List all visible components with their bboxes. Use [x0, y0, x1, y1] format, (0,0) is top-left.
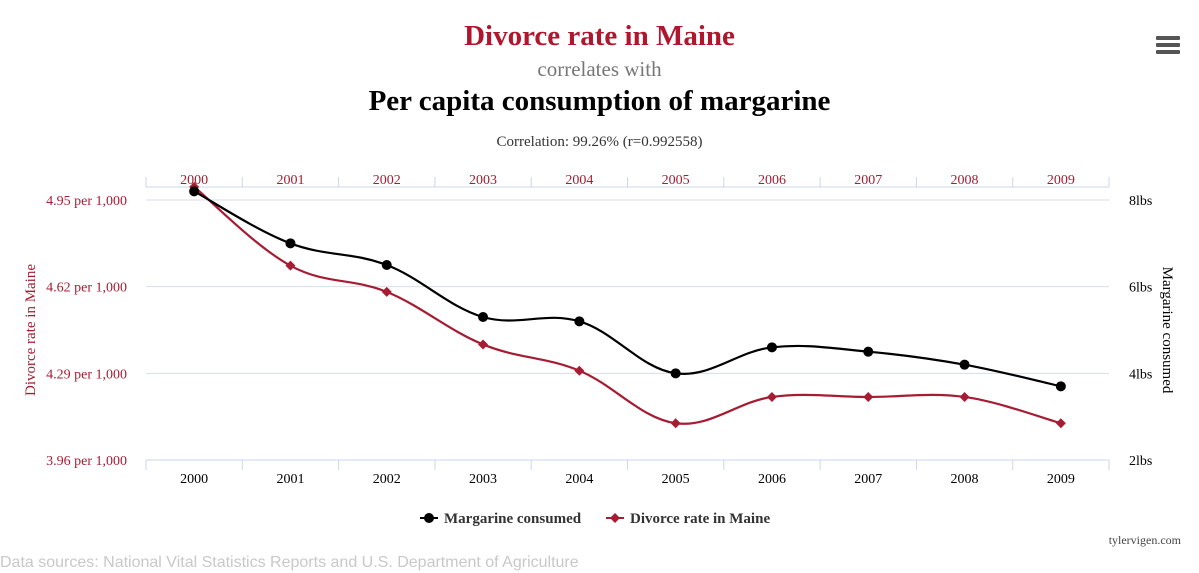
legend-label: Margarine consumed [444, 511, 582, 527]
margarine-data-point [766, 342, 777, 353]
margarine-data-point [959, 359, 970, 370]
axes: 2000 2000 2001 2001 2002 2002 2003 2003 2004 2004… [23, 173, 1175, 487]
left-y-tick-label: 3.96 per 1,000 [46, 454, 127, 469]
right-axis-title: Margarine consumed [1159, 267, 1175, 394]
correlation-text: Correlation: 99.26% (r=0.992558) [496, 134, 703, 150]
legend-item-margarine[interactable]: Margarine consumed [420, 511, 582, 527]
site-credit: tylervigen.com [1108, 533, 1181, 547]
divorce-data-point [1055, 418, 1066, 429]
series-layer [189, 181, 1066, 429]
divorce-data-point [381, 286, 392, 297]
bottom-x-tick-label: 2000 [180, 472, 208, 487]
bottom-x-tick-label: 2003 [469, 472, 497, 487]
bottom-x-tick-label: 2001 [276, 472, 304, 487]
bottom-x-tick-label: 2007 [854, 472, 882, 487]
top-x-tick-label: 2005 [662, 173, 690, 188]
margarine-data-point [574, 316, 585, 327]
grid-lines [146, 199, 1109, 374]
legend-marker [424, 513, 434, 523]
chart-connector-text: correlates with [537, 57, 662, 81]
right-y-tick-label: 8lbs [1129, 194, 1152, 209]
left-y-tick-label: 4.62 per 1,000 [46, 281, 127, 296]
top-x-tick-label: 2004 [565, 173, 593, 188]
top-x-tick-label: 2000 [180, 173, 208, 188]
margarine-data-point [189, 186, 200, 197]
margarine-data-point [863, 346, 874, 357]
bottom-x-tick-label: 2008 [951, 472, 979, 487]
divorce-data-point [670, 418, 681, 429]
left-y-tick-label: 4.95 per 1,000 [46, 194, 127, 209]
legend-label: Divorce rate in Maine [630, 511, 770, 527]
divorce-data-point [574, 365, 585, 376]
top-x-tick-label: 2002 [373, 173, 401, 188]
divorce-data-point [766, 391, 777, 402]
margarine-data-point [285, 238, 296, 249]
chart-title: Divorce rate in Maine [464, 20, 735, 52]
legend-item-divorce[interactable]: Divorce rate in Maine [606, 511, 770, 527]
divorce-data-point [285, 260, 296, 271]
margarine-series-line [193, 190, 1062, 388]
bottom-x-tick-label: 2009 [1047, 472, 1075, 487]
margarine-data-point [1055, 381, 1066, 392]
top-x-tick-label: 2003 [469, 173, 497, 188]
divorce-series [189, 181, 1066, 429]
bottom-x-tick-label: 2002 [373, 472, 401, 487]
divorce-data-point [863, 391, 874, 402]
top-x-tick-label: 2009 [1047, 173, 1075, 188]
right-y-tick-label: 4lbs [1129, 367, 1152, 382]
margarine-series [189, 186, 1066, 392]
right-y-tick-label: 2lbs [1129, 454, 1152, 469]
top-x-tick-label: 2007 [854, 173, 882, 188]
margarine-data-point [381, 260, 392, 270]
bottom-x-tick-label: 2005 [662, 472, 690, 487]
chart-subtitle: Per capita consumption of margarine [368, 85, 831, 117]
left-axis-title: Divorce rate in Maine [23, 264, 39, 396]
right-y-tick-label: 6lbs [1129, 281, 1152, 296]
data-sources-text: Data sources: National Vital Statistics … [0, 554, 579, 571]
bottom-x-tick-label: 2006 [758, 472, 786, 487]
divorce-data-point [478, 339, 489, 350]
top-x-tick-label: 2006 [758, 173, 786, 188]
legend-marker [610, 513, 620, 523]
margarine-data-point [478, 312, 489, 322]
top-x-tick-label: 2001 [276, 173, 304, 188]
divorce-data-point [959, 391, 970, 402]
divorce-series-line [193, 186, 1062, 425]
bottom-x-tick-label: 2004 [565, 472, 593, 487]
left-y-tick-label: 4.29 per 1,000 [46, 367, 127, 382]
hamburger-menu-icon[interactable] [1156, 36, 1180, 56]
margarine-data-point [670, 368, 681, 379]
legend: Margarine consumed Divorce rate in Maine [420, 511, 770, 527]
top-x-tick-label: 2008 [951, 173, 979, 188]
